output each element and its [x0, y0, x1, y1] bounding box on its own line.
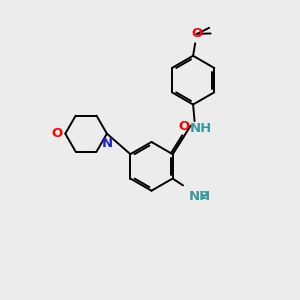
- Text: NH: NH: [190, 122, 212, 135]
- Text: O: O: [52, 127, 63, 140]
- Text: N: N: [102, 137, 113, 150]
- Text: O: O: [191, 27, 202, 40]
- Text: 2: 2: [200, 191, 208, 201]
- Text: O: O: [179, 120, 190, 133]
- Text: NH: NH: [189, 190, 211, 203]
